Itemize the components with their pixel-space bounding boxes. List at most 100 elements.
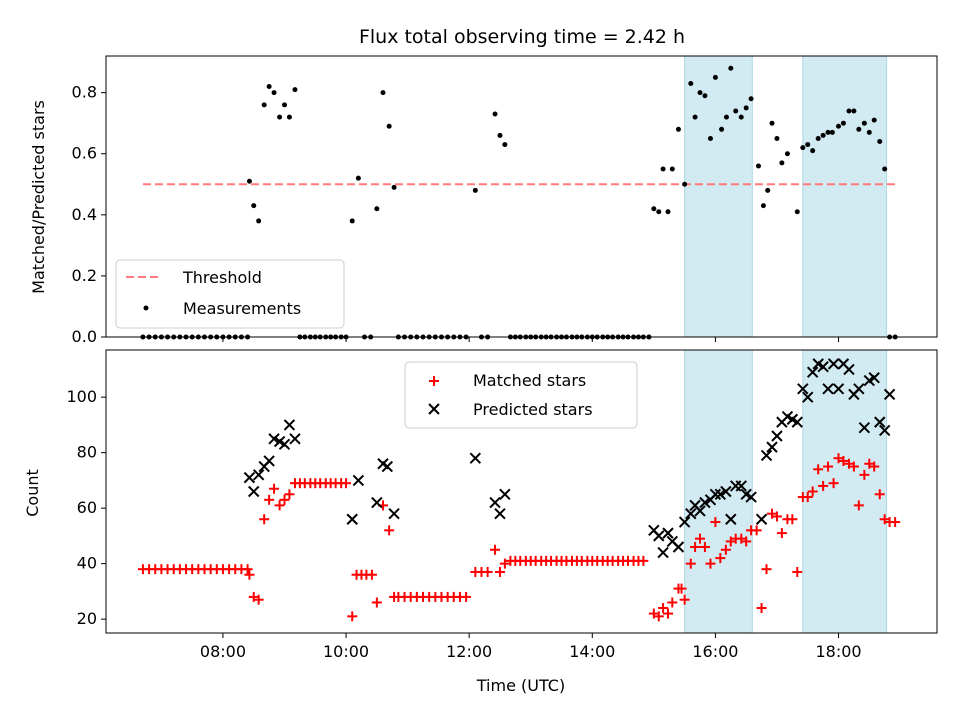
measurement-point <box>738 114 744 120</box>
predicted-point <box>243 471 256 484</box>
matched-point <box>756 603 767 614</box>
measurement-point <box>665 209 671 215</box>
matched-point <box>751 525 762 536</box>
top-y-tick-label: 0.0 <box>72 327 97 346</box>
measurement-point <box>825 129 831 135</box>
top-axes-frame <box>105 55 938 338</box>
threshold-legend-label: Threshold <box>182 268 262 287</box>
measurement-point <box>380 90 386 96</box>
measurement-point <box>779 160 785 166</box>
predicted-point <box>714 488 727 500</box>
predicted-point <box>735 480 747 492</box>
top-span-1 <box>802 55 888 338</box>
matched-point <box>461 591 472 602</box>
predicted-point <box>878 424 891 437</box>
predicted-point <box>268 433 280 445</box>
measurement-point <box>765 187 771 193</box>
matched-point <box>776 528 787 539</box>
matched-point <box>869 461 880 472</box>
matched-point <box>859 469 870 480</box>
measurement-point <box>349 218 355 224</box>
predicted-point <box>252 469 265 481</box>
measurement-point <box>861 120 867 126</box>
x-tick-label: 08:00 <box>200 642 246 661</box>
predicted-point <box>817 360 829 373</box>
measurement-point <box>391 184 397 190</box>
top-y-ticks: 0.0 0.2 0.4 0.6 0.8 <box>72 83 106 346</box>
predicted-point <box>657 546 669 559</box>
predicted-point <box>802 391 814 403</box>
matched-point <box>771 511 782 522</box>
predicted-point <box>709 488 722 500</box>
matched-point <box>667 597 678 608</box>
measurement-point <box>502 142 508 148</box>
matched-point <box>874 489 885 500</box>
top-panel: 0.00.20.40.60.8 Matched/Predicted stars … <box>29 55 938 346</box>
predicted-point <box>766 441 778 453</box>
measurement-point <box>707 135 713 141</box>
measurement-point <box>846 108 852 114</box>
measurement-point <box>748 96 754 102</box>
measurement-point <box>497 132 503 138</box>
matched-point <box>792 566 803 577</box>
predicted-legend-label: Predicted stars <box>473 400 593 419</box>
matched-stars-points <box>137 453 901 622</box>
matched-point <box>482 566 493 577</box>
bottom-y-tick-label: 20 <box>77 609 97 628</box>
matched-point <box>828 478 839 489</box>
measurement-point <box>805 142 811 148</box>
measurement-point <box>651 206 657 212</box>
bottom-y-tick-label: 40 <box>77 554 97 573</box>
matched-point <box>638 555 649 566</box>
measurement-point <box>810 148 816 154</box>
measurement-point <box>719 126 725 132</box>
measurement-point <box>660 166 666 172</box>
measurement-point <box>829 129 835 135</box>
matched-point <box>853 500 864 511</box>
predicted-point <box>791 416 803 428</box>
measurements-legend-swatch <box>143 305 149 311</box>
x-tick-label: 16:00 <box>692 642 738 661</box>
bottom-axes-frame <box>105 349 938 634</box>
matched-point <box>264 494 275 505</box>
matched-point <box>705 558 716 569</box>
measurement-point <box>675 126 681 132</box>
matched-point <box>384 525 395 536</box>
measurement-point <box>760 203 766 209</box>
top-y-axis-label: Matched/Predicted stars <box>29 100 48 294</box>
measurement-point <box>836 123 842 129</box>
matched-legend-label: Matched stars <box>473 371 586 390</box>
predicted-point <box>868 372 880 384</box>
matched-point <box>848 461 859 472</box>
predicted-point <box>489 496 501 509</box>
matched-point <box>761 564 772 575</box>
x-tick-label: 14:00 <box>569 642 615 661</box>
matched-point <box>807 486 818 497</box>
x-axis-label: Time (UTC) <box>476 676 565 695</box>
matched-point <box>653 611 664 622</box>
top-x-ticks <box>222 337 840 342</box>
top-span-0 <box>684 55 753 338</box>
x-tick-label: 12:00 <box>446 642 492 661</box>
bottom-y-ticks: 20 40 60 80 100 <box>66 387 106 628</box>
bottom-panel: 20 40 60 80 100 08:00 10:00 12:00 14:00 16:00 18:… <box>23 349 938 695</box>
matched-point <box>341 478 352 489</box>
matched-point <box>274 500 285 511</box>
measurement-point <box>282 102 288 108</box>
predicted-point <box>672 541 685 553</box>
predicted-point <box>469 452 482 464</box>
predicted-legend-swatch <box>428 403 440 415</box>
predicted-stars-points <box>243 358 896 559</box>
measurement-point <box>856 126 862 132</box>
matched-point <box>658 603 669 614</box>
matched-point <box>269 483 280 494</box>
bottom-y-tick-label: 80 <box>77 443 97 462</box>
matched-point <box>676 583 687 594</box>
predicted-point <box>827 358 840 370</box>
measurement-point <box>712 74 718 80</box>
measurement-point <box>682 181 688 187</box>
matched-point <box>802 492 813 503</box>
measurement-point <box>702 93 708 99</box>
matched-point <box>787 514 798 525</box>
